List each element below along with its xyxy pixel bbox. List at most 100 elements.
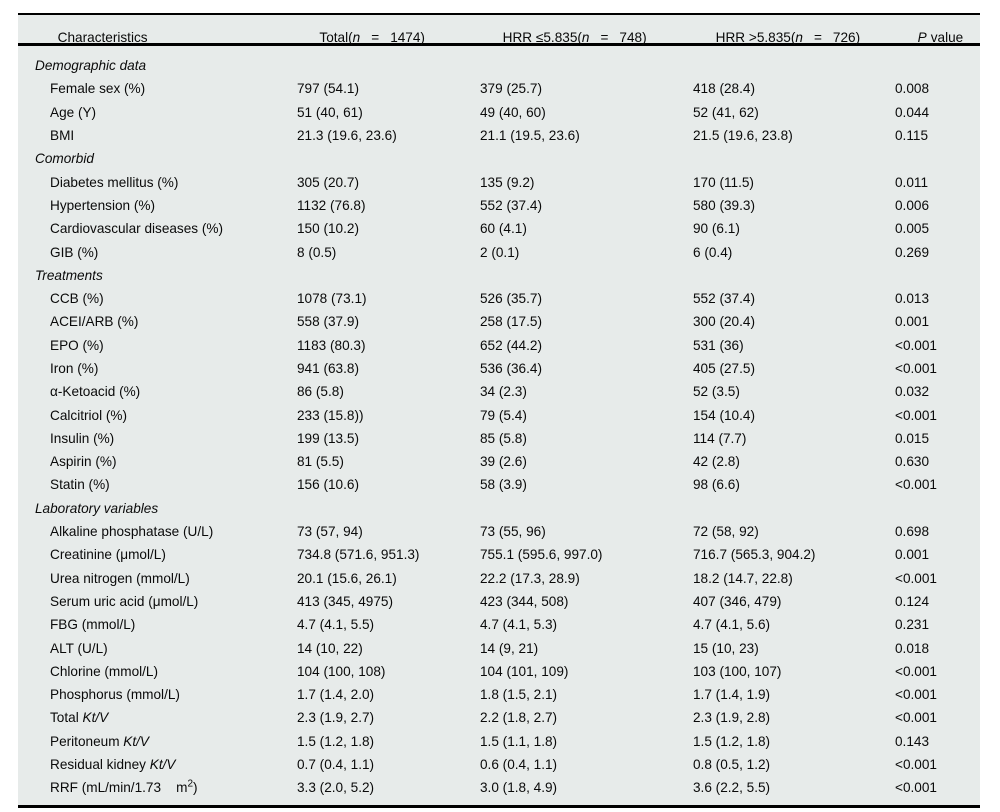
total-cell: 199 (13.5)	[297, 430, 359, 446]
total-cell: 21.3 (19.6, 23.6)	[297, 128, 397, 144]
total-cell: 233 (15.8))	[297, 407, 364, 423]
hrr-high-cell: 52 (3.5)	[693, 384, 740, 400]
p-value-cell: 0.015	[895, 430, 930, 446]
hrr-low-cell: 79 (5.4)	[480, 407, 527, 423]
total-cell: 150 (10.2)	[297, 221, 359, 237]
row-label-cell: ALT (U/L)	[50, 640, 108, 656]
hrr-low-cell: 652 (44.2)	[480, 337, 542, 353]
table-row: Serum uric acid (μmol/L) 413 (345, 4975) 4…	[18, 590, 980, 613]
hrr-high-cell: 531 (36)	[693, 337, 744, 353]
column-header-hrr-high: HRR >5.835(n = 726)	[715, 30, 861, 45]
total-cell: 1.5 (1.2, 1.8)	[297, 733, 375, 749]
table-row: GIB (%) 8 (0.5) 2 (0.1) 6 (0.4) 0.269	[18, 240, 980, 263]
table-row: Chlorine (mmol/L) 104 (100, 108) 104 (101,…	[18, 660, 980, 683]
row-label-cell: Statin (%)	[50, 477, 110, 493]
hrr-high-cell: 405 (27.5)	[693, 361, 755, 376]
total-cell: 104 (100, 108)	[297, 663, 386, 679]
hrr-high-cell: 418 (28.4)	[693, 81, 755, 97]
table-row: Insulin (%) 199 (13.5) 85 (5.8) 114 (7.7) 0.…	[18, 427, 980, 450]
total-cell: 2.3 (1.9, 2.7)	[297, 710, 375, 726]
column-header-characteristics: Characteristics	[18, 15, 297, 60]
row-label-cell: Calcitriol (%)	[50, 407, 128, 423]
hrr-high-cell: 300 (20.4)	[693, 314, 755, 330]
section-title: Treatments	[35, 267, 103, 283]
total-cell: 81 (5.5)	[297, 454, 344, 470]
row-label-cell: CCB (%)	[50, 291, 104, 307]
row-label-cell: Cardiovascular diseases (%)	[50, 221, 224, 237]
hrr-high-cell: 90 (6.1)	[693, 221, 740, 237]
table-row: Creatinine (μmol/L) 734.8 (571.6, 951.3) 7…	[18, 543, 980, 566]
table-row: Peritoneum Kt/V 1.5 (1.2, 1.8) 1.5 (1.1, 1…	[18, 730, 980, 753]
p-value-cell: 0.013	[895, 291, 930, 307]
p-value-cell: 0.698	[895, 524, 930, 540]
hrr-high-cell: 114 (7.7)	[693, 430, 747, 446]
p-value-cell: 0.115	[895, 128, 929, 144]
table-row: Age (Y) 51 (40, 61) 49 (40, 60) 52 (41, 62)…	[18, 101, 980, 124]
p-value-cell: <0.001	[895, 477, 937, 493]
table-row: α-Ketoacid (%) 86 (5.8) 34 (2.3) 52 (3.5) 0.…	[18, 380, 980, 403]
hrr-high-cell: 52 (41, 62)	[693, 104, 759, 120]
hrr-low-cell: 423 (344, 508)	[480, 593, 569, 609]
hrr-low-cell: 22.2 (17.3, 28.9)	[480, 570, 580, 586]
hrr-high-cell: 2.3 (1.9, 2.8)	[693, 710, 771, 726]
hrr-low-cell: 135 (9.2)	[480, 174, 535, 190]
p-value-cell: <0.001	[895, 361, 937, 376]
row-label-cell: Insulin (%)	[50, 430, 115, 446]
p-value-cell: <0.001	[895, 337, 937, 353]
row-label-cell: GIB (%)	[50, 244, 99, 260]
row-label-cell: Iron (%)	[50, 361, 99, 376]
hrr-high-cell: 407 (346, 479)	[693, 593, 782, 609]
hrr-low-cell: 39 (2.6)	[480, 454, 527, 470]
hrr-high-cell: 18.2 (14.7, 22.8)	[693, 570, 793, 586]
hrr-low-cell: 526 (35.7)	[480, 291, 542, 307]
hrr-low-cell: 379 (25.7)	[480, 81, 542, 97]
total-cell: 1132 (76.8)	[297, 197, 366, 213]
p-value-cell: 0.018	[895, 640, 930, 656]
hrr-low-cell: 4.7 (4.1, 5.3)	[480, 617, 558, 633]
hrr-high-cell: 552 (37.4)	[693, 291, 755, 307]
total-cell: 1183 (80.3)	[297, 337, 366, 353]
section-row: Laboratory variables	[18, 497, 980, 520]
hrr-low-cell: 49 (40, 60)	[480, 104, 546, 120]
row-label-cell: ACEI/ARB (%)	[50, 314, 139, 330]
total-cell: 1078 (73.1)	[297, 291, 367, 307]
row-label-cell: Female sex (%)	[50, 81, 146, 97]
table-row: Total Kt/V 2.3 (1.9, 2.7) 2.2 (1.8, 2.7) 2.…	[18, 706, 980, 729]
p-value-cell: 0.231	[895, 617, 930, 633]
row-label-cell: FBG (mmol/L)	[50, 617, 136, 633]
hrr-low-cell: 60 (4.1)	[480, 221, 527, 237]
hrr-low-cell: 14 (9, 21)	[480, 640, 539, 656]
table-row: Alkaline phosphatase (U/L) 73 (57, 94) 73 …	[18, 520, 980, 543]
hrr-high-cell: 154 (10.4)	[693, 407, 755, 423]
hrr-low-cell: 0.6 (0.4, 1.1)	[480, 757, 558, 773]
total-cell: 4.7 (4.1, 5.5)	[297, 617, 375, 633]
row-label-cell: Diabetes mellitus (%)	[50, 174, 179, 190]
hrr-low-cell: 536 (36.4)	[480, 361, 542, 376]
total-cell: 51 (40, 61)	[297, 104, 363, 120]
hrr-low-cell: 2 (0.1)	[480, 244, 520, 260]
row-label-cell: BMI	[50, 128, 75, 144]
table-row: BMI 21.3 (19.6, 23.6) 21.1 (19.5, 23.6) 21.…	[18, 124, 980, 147]
table-row: ALT (U/L) 14 (10, 22) 14 (9, 21) 15 (10, 23…	[18, 636, 980, 659]
p-value-cell: 0.032	[895, 384, 930, 400]
total-cell: 156 (10.6)	[297, 477, 359, 493]
table-row: ACEI/ARB (%) 558 (37.9) 258 (17.5) 300 (20.…	[18, 310, 980, 333]
row-label-cell: EPO (%)	[50, 337, 104, 353]
p-value-cell: <0.001	[895, 710, 937, 726]
total-cell: 3.3 (2.0, 5.2)	[297, 780, 375, 796]
total-cell: 305 (20.7)	[297, 174, 359, 190]
p-value-cell: 0.011	[895, 174, 929, 190]
row-label-cell: α-Ketoacid (%)	[50, 384, 141, 400]
total-cell: 941 (63.8)	[297, 361, 359, 376]
hrr-low-cell: 34 (2.3)	[480, 384, 527, 400]
characteristics-table: Characteristics Total(n = 1474) HRR ≤5.835…	[18, 13, 980, 808]
table-row: Urea nitrogen (mmol/L) 20.1 (15.6, 26.1) 2…	[18, 567, 980, 590]
section-title: Demographic data	[35, 58, 147, 74]
hrr-high-cell: 4.7 (4.1, 5.6)	[693, 617, 771, 633]
table-row: Iron (%) 941 (63.8) 536 (36.4) 405 (27.5) <0…	[18, 357, 980, 380]
row-label-cell: Alkaline phosphatase (U/L)	[50, 524, 214, 540]
hrr-high-cell: 21.5 (19.6, 23.8)	[693, 128, 793, 144]
row-label-cell: Hypertension (%)	[50, 197, 156, 213]
table-row: Diabetes mellitus (%) 305 (20.7) 135 (9.2)…	[18, 170, 980, 193]
table-row: Phosphorus (mmol/L) 1.7 (1.4, 2.0) 1.8 (1.…	[18, 683, 980, 706]
